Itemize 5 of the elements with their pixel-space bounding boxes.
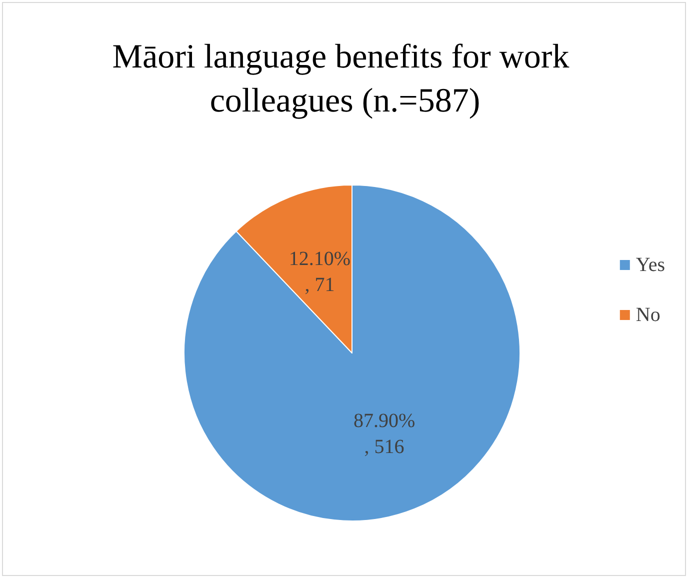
legend-label: No (636, 304, 660, 326)
data-label: 87.90%, 516 (353, 410, 416, 458)
legend-label: Yes (636, 254, 666, 276)
data-label: 12.10%, 71 (288, 248, 351, 296)
chart-title: Māori language benefits for work colleagues (n.=587) (112, 38, 578, 120)
